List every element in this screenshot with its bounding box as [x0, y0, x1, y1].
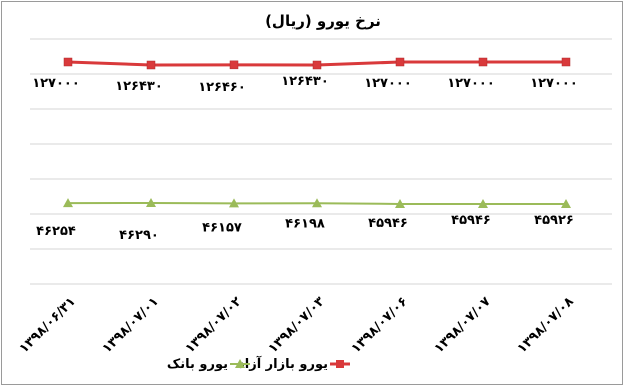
data-label: ۱۲۶۴۶۰ — [198, 80, 246, 95]
data-label: ۴۵۹۴۶ — [368, 216, 408, 231]
x-tick-label: ۱۳۹۸/۰۷/۰۳ — [266, 294, 328, 356]
x-tick-label: ۱۳۹۸/۰۷/۰۷ — [432, 294, 494, 356]
gridlines — [30, 38, 612, 285]
data-label: ۴۶۲۹۰ — [119, 228, 159, 243]
legend: یورو بازار آزاد یورو بانک — [167, 355, 350, 372]
data-point — [395, 57, 405, 67]
series-group: ۱۲۷۰۰۰ ۱۲۶۴۳۰ ۱۲۶۴۶۰ ۱۲۶۴۳۰ ۱۲۷۰۰۰ ۱۲۷۰۰۰ ۱۲۷۰… — [32, 57, 578, 243]
chart-title: نرخ یورو (ریال) — [265, 12, 381, 30]
series-free-market: ۱۲۷۰۰۰ ۱۲۶۴۳۰ ۱۲۶۴۶۰ ۱۲۶۴۳۰ ۱۲۷۰۰۰ ۱۲۷۰۰۰ ۱۲۷۰… — [32, 57, 578, 95]
data-point — [229, 60, 239, 70]
data-point — [229, 198, 239, 208]
data-label: ۱۲۷۰۰۰ — [530, 76, 578, 91]
data-point — [312, 60, 322, 70]
data-point — [478, 57, 488, 67]
x-tick-label: ۱۳۹۸/۰۷/۰۶ — [349, 294, 411, 356]
legend-label: یورو بانک — [167, 357, 228, 372]
legend-item-free-market: یورو بازار آزاد — [238, 355, 350, 372]
data-point — [146, 60, 156, 70]
x-tick-label: ۱۳۹۸/۰۷/۰۱ — [100, 294, 162, 356]
data-point — [63, 57, 73, 67]
data-point — [561, 57, 571, 67]
data-point — [395, 198, 405, 208]
data-point — [63, 198, 73, 208]
data-label: ۴۵۹۴۶ — [451, 213, 491, 228]
data-label: ۱۲۶۴۳۰ — [281, 74, 329, 89]
data-label: ۴۵۹۲۶ — [534, 213, 574, 228]
data-label: ۱۲۷۰۰۰ — [364, 76, 412, 91]
legend-label: یورو بازار آزاد — [238, 355, 328, 372]
data-point — [312, 198, 322, 208]
x-axis-tick-labels: ۱۳۹۸/۰۶/۳۱ ۱۳۹۸/۰۷/۰۱ ۱۳۹۸/۰۷/۰۲ ۱۳۹۸/۰۷/۰۳… — [17, 294, 577, 356]
data-point — [561, 199, 571, 208]
data-label: ۴۶۱۵۷ — [202, 220, 242, 235]
legend-item-bank: یورو بانک — [167, 357, 250, 372]
x-tick-label: ۱۳۹۸/۰۷/۰۲ — [183, 294, 245, 356]
x-tick-label: ۱۳۹۸/۰۷/۰۸ — [515, 294, 577, 356]
legend-swatch-marker — [336, 360, 344, 368]
data-label: ۱۲۷۰۰۰ — [447, 76, 495, 91]
data-label: ۱۲۶۴۳۰ — [115, 79, 163, 94]
x-tick-label: ۱۳۹۸/۰۶/۳۱ — [17, 294, 79, 356]
data-label: ۴۶۲۵۴ — [36, 224, 76, 239]
data-point — [478, 198, 488, 208]
series-bank: ۴۶۲۵۴ ۴۶۲۹۰ ۴۶۱۵۷ ۴۶۱۹۸ ۴۵۹۴۶ ۴۵۹۴۶ ۴۵۹۲۶ — [36, 198, 574, 243]
data-label: ۴۶۱۹۸ — [285, 216, 325, 231]
legend-swatch-marker — [235, 359, 245, 368]
data-label: ۱۲۷۰۰۰ — [32, 76, 80, 91]
data-point — [146, 198, 156, 207]
